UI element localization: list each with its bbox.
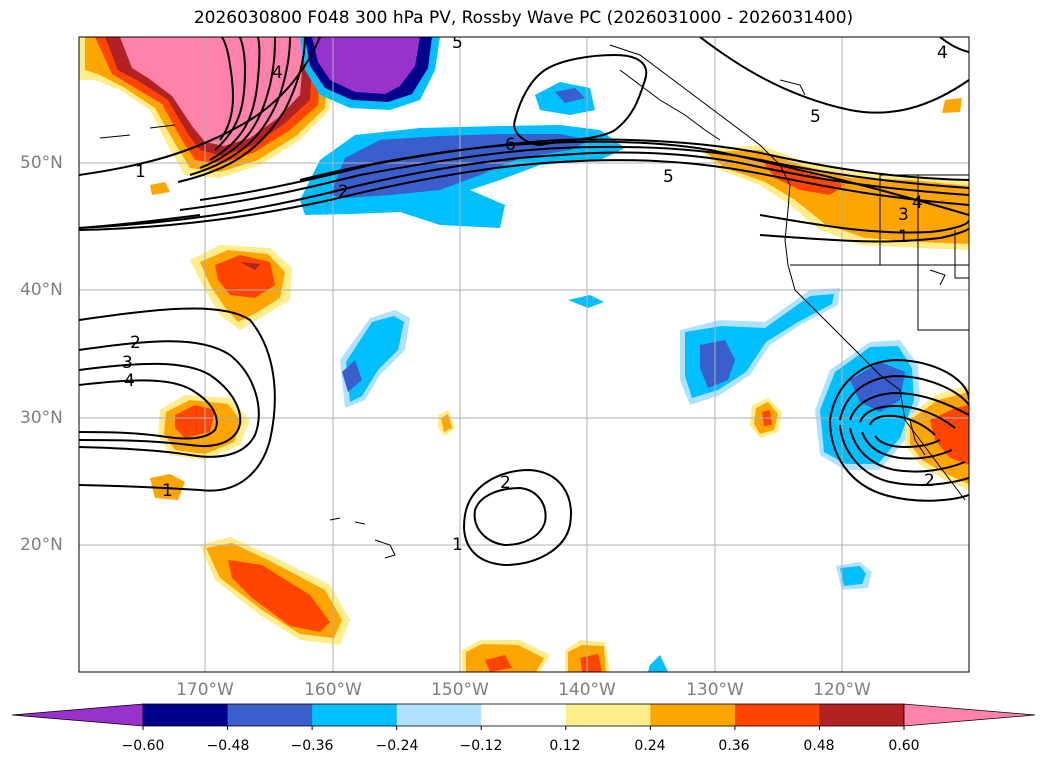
contour-label: 5 <box>452 33 463 53</box>
contour-label: 4 <box>937 43 948 63</box>
pv-shading-nw <box>79 37 335 195</box>
lon-label: 150°W <box>431 680 489 700</box>
rossby-contours <box>79 37 969 567</box>
lat-label: 20°N <box>20 535 63 555</box>
contour-label: 1 <box>135 162 146 182</box>
colorbar-tick-label: 0.24 <box>634 738 666 754</box>
contour-label: 5 <box>810 107 821 127</box>
contour-label: 5 <box>663 167 674 187</box>
coastlines <box>99 44 969 559</box>
map-frame <box>78 36 970 673</box>
contour-label: 4 <box>124 371 135 391</box>
lon-label: 170°W <box>176 680 234 700</box>
contour-label: 4 <box>272 63 283 83</box>
contour-label: 1 <box>452 535 463 555</box>
colorbar-tick-label: −0.12 <box>459 738 503 754</box>
colorbar-tick-label: 0.12 <box>549 738 581 754</box>
contour-label: 2 <box>500 473 511 493</box>
pv-shading-north-negative <box>300 37 440 110</box>
contour-label: 1 <box>162 481 173 501</box>
pv-shading-central-west <box>150 245 350 645</box>
colorbar-tick-label: −0.60 <box>121 738 165 754</box>
contour-label: 4 <box>912 193 923 213</box>
colorbar-tick-label: 0.36 <box>718 738 750 754</box>
lon-label: 160°W <box>304 680 362 700</box>
colorbar-tick-label: −0.48 <box>206 738 250 754</box>
lat-label: 40°N <box>20 280 63 300</box>
chart-title: 2026030800 F048 300 hPa PV, Rossby Wave … <box>193 8 854 28</box>
contour-label: 2 <box>924 471 935 491</box>
lat-label: 30°N <box>20 408 63 428</box>
lon-label: 140°W <box>558 680 616 700</box>
pv-shading-central-negative <box>340 288 872 672</box>
contour-label: 3 <box>898 205 909 225</box>
colorbar-tick-label: 0.48 <box>803 738 835 754</box>
contour-label: 3 <box>122 353 133 373</box>
colorbar-tick-label: −0.36 <box>290 738 334 754</box>
lat-label: 50°N <box>20 153 63 173</box>
graticule <box>79 37 969 672</box>
contour-label: 2 <box>338 182 349 202</box>
contour-label: 6 <box>505 135 516 155</box>
contour-label: 1 <box>898 227 909 247</box>
colorbar-tick-label: −0.24 <box>375 738 419 754</box>
contour-label: 2 <box>130 333 141 353</box>
contour-labels: 1 2 6 5 5 4 3 4 1 2 3 4 1 2 1 2 5 4 <box>122 33 948 555</box>
lon-label: 130°W <box>686 680 744 700</box>
lon-label: 120°W <box>813 680 871 700</box>
colorbar-tick-label: 0.60 <box>888 738 920 754</box>
